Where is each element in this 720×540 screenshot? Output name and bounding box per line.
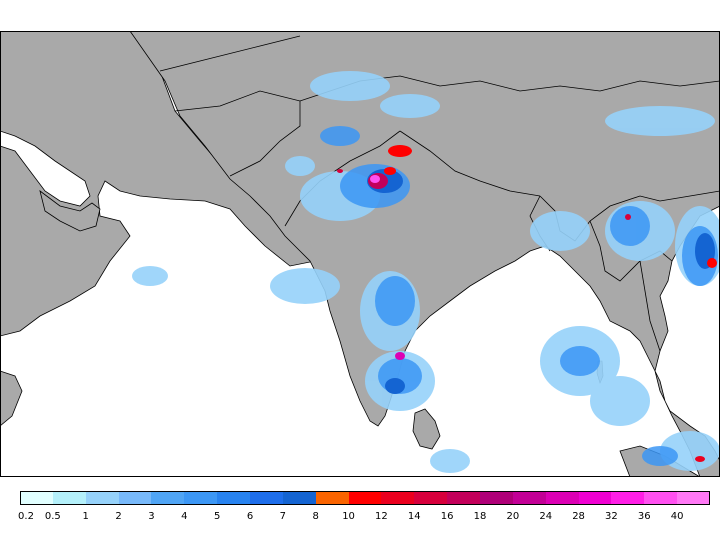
colorbar-tick-label: 0.2 (18, 511, 34, 522)
colorbar-swatch (512, 491, 547, 505)
colorbar-tick-label: 5 (213, 511, 221, 522)
colorbar-swatch (151, 491, 185, 505)
colorbar-tick-label: 32 (605, 511, 618, 522)
colorbar-tick-label: 24 (539, 511, 553, 522)
oman-coast (39, 190, 101, 232)
colorbar-tick-label: 7 (279, 511, 287, 522)
colorbar-swatch (480, 491, 514, 505)
colorbar-tick-label: 40 (670, 511, 684, 522)
colorbar-swatch (85, 491, 120, 505)
colorbar-swatch (611, 491, 645, 505)
country-borders (159, 35, 720, 352)
colorbar-tick-label: 20 (506, 511, 520, 522)
colorbar-swatch (184, 491, 218, 505)
colorbar-tick-label: 6 (246, 511, 254, 522)
colorbar-tick-label: 8 (312, 511, 319, 522)
colorbar-tick-label: 2 (115, 511, 122, 522)
colorbar-tick-label: 18 (473, 511, 487, 522)
colorbar-tick-label: 10 (342, 511, 355, 522)
colorbar-tick-label: 1 (82, 511, 89, 522)
colorbar-swatch (282, 491, 317, 505)
colorbar-tick-label: 3 (148, 511, 155, 522)
colorbar-swatch (414, 491, 448, 505)
precip-extreme (337, 145, 717, 462)
colorbar-swatch (250, 491, 284, 505)
colorbar-tick-label: 16 (440, 511, 454, 522)
colorbar-swatch (315, 491, 350, 505)
colorbar-swatch (381, 491, 415, 505)
persian-gulf (0, 130, 91, 207)
colorbar-tick-label: 14 (407, 511, 421, 522)
colorbar-swatch (217, 491, 251, 505)
colorbar-swatch (118, 491, 152, 505)
colorbar-tick-label: 12 (375, 511, 388, 522)
colorbar-swatch (52, 491, 87, 505)
colorbar-swatch (578, 491, 612, 505)
colorbar-tick-label: 0.5 (44, 511, 61, 522)
precipitation-map (0, 31, 720, 477)
somalia-land (0, 370, 23, 427)
colorbar-swatch (677, 491, 711, 505)
colorbar-swatch (20, 491, 54, 505)
colorbar-tick-label: 36 (637, 511, 651, 522)
precip-colorbar: 0.2 0.5 1 2 3 4 5 6 7 8 10 12 14 16 18 20 24 28 32 36 40 (18, 491, 711, 531)
colorbar-swatch (447, 491, 481, 505)
colorbar-swatch (644, 491, 678, 505)
colorbar-tick-label: 4 (181, 511, 188, 522)
colorbar-swatch (348, 491, 382, 505)
colorbar-swatch (545, 491, 580, 505)
colorbar-tick-label: 28 (572, 511, 585, 522)
sri-lanka-land (412, 408, 441, 450)
